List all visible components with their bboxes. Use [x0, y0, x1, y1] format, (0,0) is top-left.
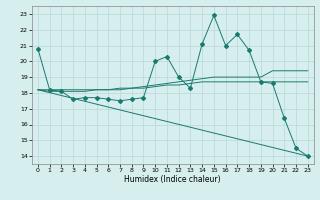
X-axis label: Humidex (Indice chaleur): Humidex (Indice chaleur) [124, 175, 221, 184]
